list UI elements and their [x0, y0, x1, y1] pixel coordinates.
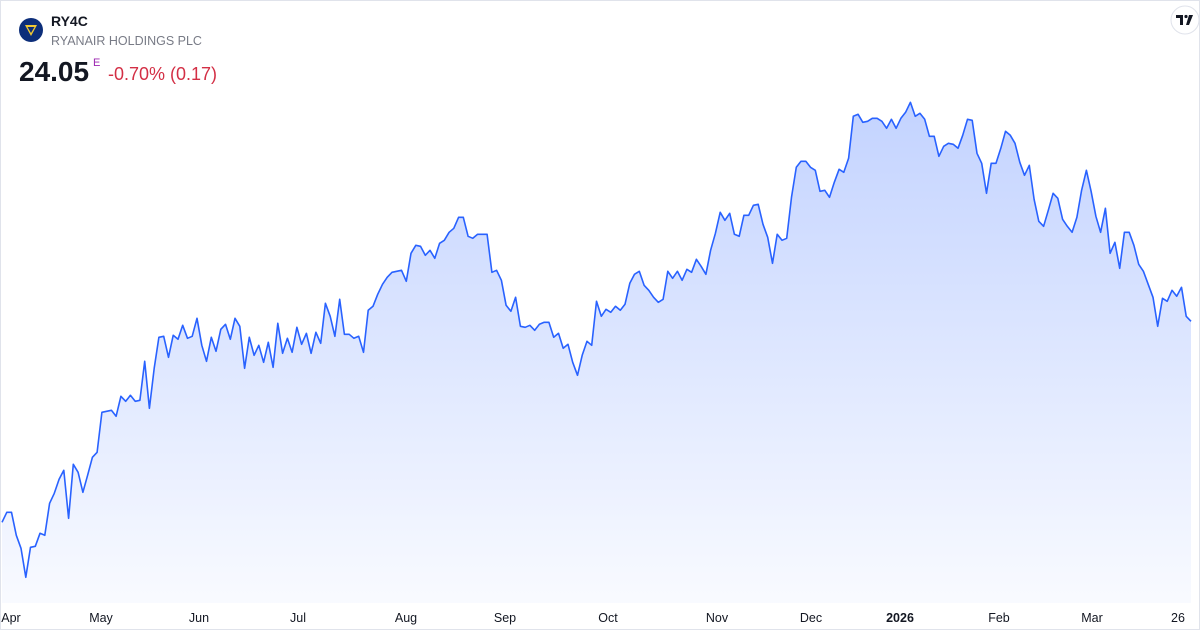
- area-fill: [2, 102, 1191, 604]
- x-axis-label: Sep: [494, 611, 516, 625]
- exchange-flag: E: [93, 57, 100, 69]
- x-axis-label: Apr: [1, 611, 20, 625]
- x-axis-label: 2026: [886, 611, 914, 625]
- x-axis-label: 26: [1171, 611, 1185, 625]
- last-price: 24.05: [19, 56, 89, 87]
- x-axis-label: Aug: [395, 611, 417, 625]
- x-axis-label: Jul: [290, 611, 306, 625]
- x-axis-label: Nov: [706, 611, 729, 625]
- x-axis-label: May: [89, 611, 113, 625]
- x-axis-label: Jun: [189, 611, 209, 625]
- x-axis-label: Dec: [800, 611, 822, 625]
- x-axis-label: Feb: [988, 611, 1010, 625]
- price-change: -0.70% (0.17): [108, 64, 217, 84]
- ticker: RY4C: [51, 13, 88, 29]
- tradingview-logo[interactable]: [1170, 5, 1200, 35]
- x-axis-label: Mar: [1081, 611, 1103, 625]
- x-axis-label: Oct: [598, 611, 618, 625]
- price-line: [1, 101, 1192, 579]
- logo: [19, 18, 43, 42]
- company-name: RYANAIR HOLDINGS PLC: [51, 34, 202, 48]
